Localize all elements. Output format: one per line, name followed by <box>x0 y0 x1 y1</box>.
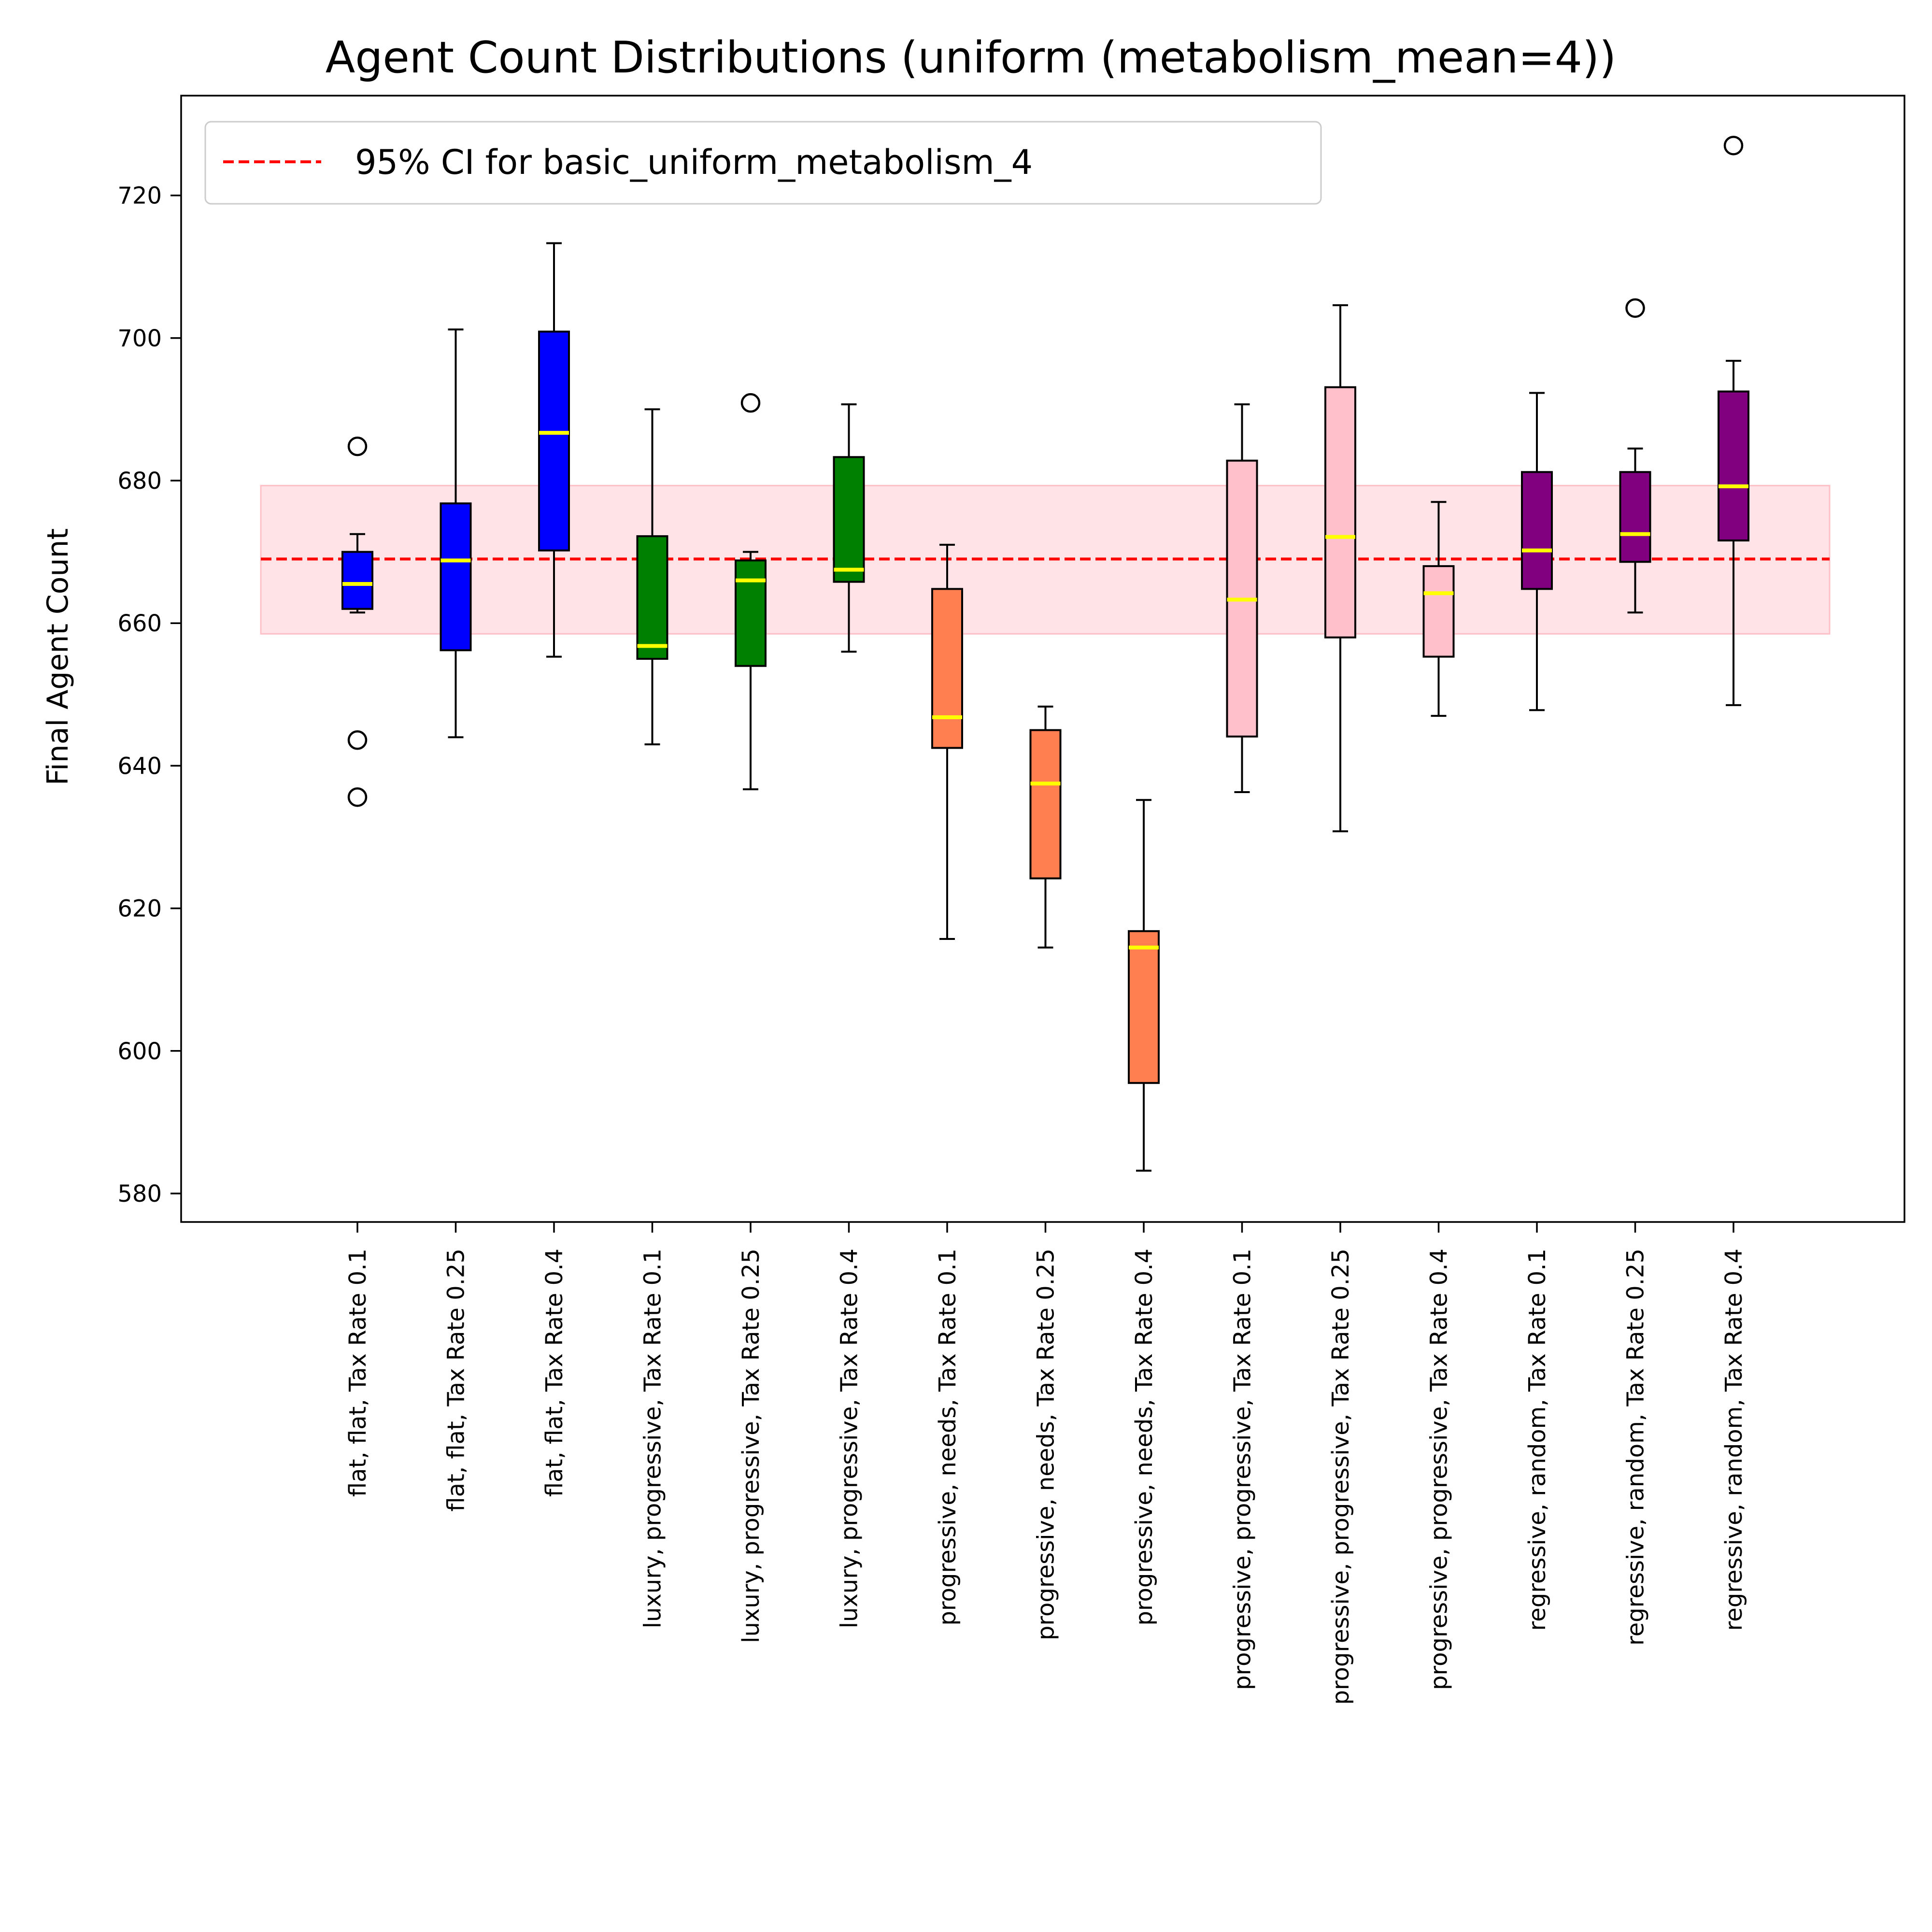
box <box>341 551 373 610</box>
outlier-point <box>347 436 368 456</box>
x-tick-label: luxury, progressive, Tax Rate 0.1 <box>639 1249 667 1628</box>
outlier-point <box>1625 298 1645 318</box>
x-tick-label: flat, flat, Tax Rate 0.1 <box>344 1249 371 1497</box>
box <box>931 588 963 749</box>
x-tick-label: progressive, progressive, Tax Rate 0.4 <box>1426 1249 1453 1690</box>
box <box>735 559 767 667</box>
y-tick-label: 600 <box>117 1038 162 1065</box>
axes-frame <box>180 95 1905 1223</box>
box <box>1521 471 1553 590</box>
x-tick-label: regressive, random, Tax Rate 0.4 <box>1720 1249 1747 1631</box>
box <box>1718 390 1749 541</box>
y-tick-label: 720 <box>117 183 162 210</box>
legend: 95% CI for basic_uniform_metabolism_4 <box>204 121 1322 205</box>
box <box>833 456 865 583</box>
box <box>538 330 570 552</box>
y-tick-label: 660 <box>117 610 162 637</box>
box <box>1422 565 1455 658</box>
box <box>636 535 668 660</box>
y-axis-label: Final Agent Count <box>41 528 75 785</box>
x-tick-label: luxury, progressive, Tax Rate 0.25 <box>738 1249 765 1643</box>
x-tick-label: regressive, random, Tax Rate 0.25 <box>1622 1249 1649 1646</box>
x-tick-label: luxury, progressive, Tax Rate 0.4 <box>836 1249 863 1628</box>
outlier-point <box>1723 136 1744 156</box>
x-tick-label: progressive, needs, Tax Rate 0.4 <box>1131 1249 1158 1626</box>
box <box>1619 471 1651 563</box>
y-tick-label: 640 <box>117 753 162 780</box>
outlier-point <box>740 393 761 413</box>
box <box>1029 729 1062 880</box>
x-tick-label: flat, flat, Tax Rate 0.25 <box>443 1249 470 1512</box>
box <box>1128 930 1160 1084</box>
x-tick-label: progressive, progressive, Tax Rate 0.25 <box>1327 1249 1354 1705</box>
outlier-point <box>347 730 368 750</box>
outlier-point <box>347 787 368 807</box>
x-tick-label: flat, flat, Tax Rate 0.4 <box>541 1249 568 1497</box>
box <box>1324 386 1356 639</box>
box <box>440 502 472 652</box>
x-tick-label: progressive, progressive, Tax Rate 0.1 <box>1229 1249 1256 1690</box>
x-tick-label: progressive, needs, Tax Rate 0.25 <box>1033 1249 1060 1640</box>
y-tick-label: 620 <box>117 895 162 923</box>
plot-area: 580 600 620 640 660 680 700 720 flat, flat, Tax … <box>117 136 1831 1705</box>
legend-entry-label: 95% CI for basic_uniform_metabolism_4 <box>355 142 1033 182</box>
chart-title: Agent Count Distributions (uniform (meta… <box>326 32 1617 83</box>
x-tick-label: regressive, random, Tax Rate 0.1 <box>1524 1249 1551 1631</box>
y-tick-label: 580 <box>117 1180 162 1208</box>
y-tick-label: 700 <box>117 325 162 352</box>
x-tick-label: progressive, needs, Tax Rate 0.1 <box>934 1249 961 1626</box>
legend-box <box>204 121 1322 205</box>
y-tick-label: 680 <box>117 468 162 495</box>
